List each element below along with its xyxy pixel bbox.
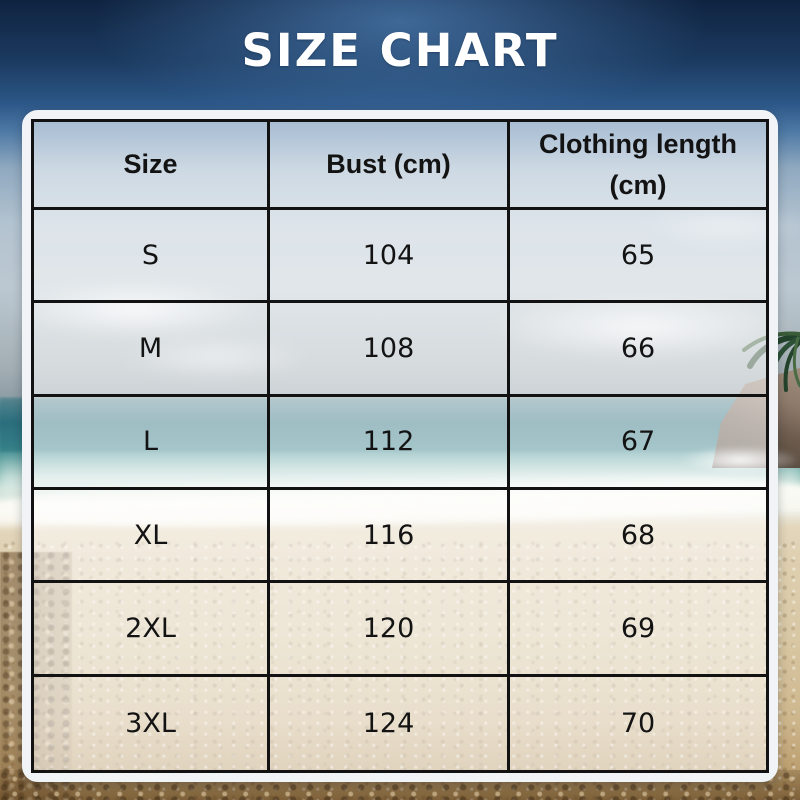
size-table: Size Bust (cm) Clothing length (cm) S 10… bbox=[31, 119, 769, 773]
length-cell: 69 bbox=[510, 583, 766, 677]
bust-cell: 104 bbox=[270, 210, 510, 304]
size-cell: 3XL bbox=[34, 676, 270, 770]
size-chart-panel: Size Bust (cm) Clothing length (cm) S 10… bbox=[22, 110, 778, 782]
column-header-bust: Bust (cm) bbox=[270, 122, 510, 210]
length-cell: 65 bbox=[510, 210, 766, 304]
page-title: SIZE CHART bbox=[241, 24, 559, 77]
size-cell: 2XL bbox=[34, 583, 270, 677]
column-header-size: Size bbox=[34, 122, 270, 210]
length-cell: 68 bbox=[510, 490, 766, 584]
length-cell: 67 bbox=[510, 397, 766, 490]
column-header-length: Clothing length (cm) bbox=[510, 122, 766, 210]
size-cell: S bbox=[34, 210, 270, 304]
size-cell: XL bbox=[34, 490, 270, 584]
bust-cell: 108 bbox=[270, 303, 510, 397]
length-cell: 66 bbox=[510, 303, 766, 397]
length-cell: 70 bbox=[620, 707, 656, 739]
bust-cell: 112 bbox=[270, 396, 510, 490]
bust-cell: 124 bbox=[270, 676, 510, 770]
size-cell: L bbox=[34, 396, 270, 490]
bust-cell: 120 bbox=[270, 583, 510, 677]
size-cell: M bbox=[34, 303, 270, 397]
bust-cell: 116 bbox=[270, 490, 510, 584]
